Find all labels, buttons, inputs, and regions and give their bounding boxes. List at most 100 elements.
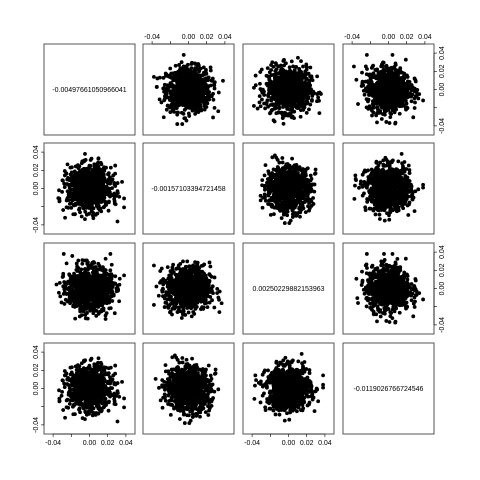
data-point: [287, 65, 292, 70]
data-point: [272, 205, 276, 210]
data-point: [113, 163, 118, 168]
data-point: [284, 61, 288, 66]
data-point: [298, 114, 303, 119]
data-point: [112, 199, 117, 204]
data-point: [169, 71, 174, 76]
data-point: [260, 205, 265, 210]
data-point: [204, 67, 208, 72]
data-point: [63, 215, 67, 220]
data-point: [413, 100, 417, 105]
data-point: [279, 188, 283, 193]
data-point: [200, 85, 205, 90]
data-point: [89, 156, 94, 161]
data-point: [301, 91, 306, 96]
data-point: [298, 73, 303, 78]
data-point: [297, 191, 302, 196]
data-point: [98, 192, 103, 197]
data-point: [389, 99, 394, 104]
data-point: [276, 203, 281, 208]
data-point: [281, 89, 285, 94]
data-point: [288, 80, 293, 85]
data-point: [370, 86, 375, 91]
data-point: [389, 65, 394, 70]
data-point: [101, 205, 106, 210]
data-point: [171, 76, 176, 81]
data-point: [412, 209, 417, 214]
panel-r0-c2: [242, 43, 335, 136]
data-point: [83, 152, 87, 156]
data-point: [253, 73, 258, 78]
data-point: [85, 200, 89, 205]
data-point: [282, 211, 286, 216]
data-point: [115, 189, 120, 194]
data-point: [273, 69, 278, 73]
data-point: [177, 85, 182, 90]
data-point: [272, 119, 277, 124]
data-point: [379, 117, 384, 121]
data-point: [258, 81, 262, 86]
data-point: [310, 99, 314, 103]
data-point: [102, 184, 107, 189]
data-point: [283, 184, 287, 189]
data-point: [179, 66, 183, 71]
data-point: [390, 53, 395, 57]
data-point: [291, 64, 296, 69]
data-point: [184, 75, 189, 80]
data-point: [67, 201, 72, 206]
data-point: [64, 198, 69, 203]
data-point: [122, 205, 126, 210]
data-point: [87, 203, 92, 208]
data-point: [286, 192, 291, 196]
data-point: [300, 97, 305, 102]
data-point: [177, 70, 182, 75]
data-point: [84, 212, 89, 217]
data-point: [411, 115, 416, 120]
data-point: [282, 99, 286, 104]
data-point: [387, 80, 391, 85]
data-point: [288, 201, 293, 205]
data-point: [87, 181, 92, 186]
data-point: [291, 206, 296, 211]
data-point: [387, 121, 392, 125]
data-point: [263, 163, 268, 168]
data-point: [281, 121, 286, 126]
data-point: [270, 155, 275, 160]
data-point: [289, 115, 294, 120]
data-point: [93, 199, 98, 204]
data-point: [389, 88, 394, 92]
data-point: [265, 98, 270, 103]
data-point: [194, 72, 199, 77]
data-point: [394, 68, 399, 73]
data-point: [367, 93, 371, 97]
data-point: [288, 89, 293, 94]
data-point: [270, 107, 275, 112]
data-point: [278, 91, 283, 96]
data-point: [271, 186, 276, 191]
data-point: [206, 75, 211, 80]
data-point: [270, 60, 275, 65]
data-point: [115, 181, 120, 185]
data-point: [395, 82, 400, 87]
data-point: [100, 189, 105, 193]
data-point: [286, 70, 291, 74]
data-point: [297, 89, 301, 94]
data-point: [276, 184, 281, 189]
data-point: [190, 108, 195, 113]
data-point: [290, 215, 295, 219]
data-point: [296, 55, 300, 60]
data-point: [288, 97, 293, 102]
data-point: [173, 93, 178, 98]
data-point: [192, 83, 197, 88]
data-point: [307, 107, 311, 112]
data-point: [60, 178, 65, 183]
data-point: [264, 102, 269, 106]
data-point: [271, 82, 275, 86]
data-point: [404, 107, 408, 112]
data-point: [168, 66, 173, 71]
data-point: [267, 77, 272, 82]
data-point: [369, 79, 374, 84]
data-point: [373, 96, 377, 101]
data-point: [356, 102, 360, 106]
data-point: [210, 76, 215, 81]
data-point: [182, 96, 186, 101]
